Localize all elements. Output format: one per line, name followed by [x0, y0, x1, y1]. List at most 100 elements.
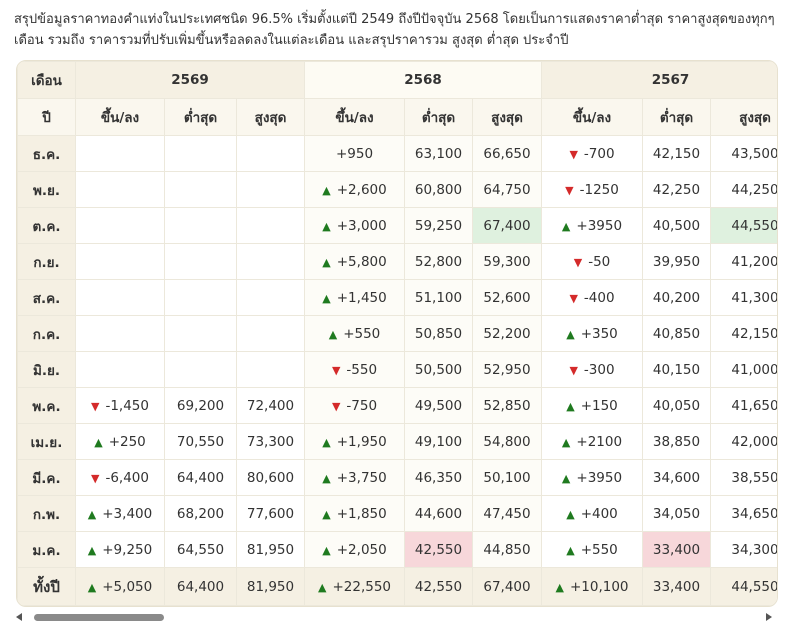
month-label: ส.ค.: [17, 279, 76, 316]
low-price-cell: 59,250: [404, 207, 473, 244]
table-row: มิ.ย. ▼ -550 50,500 52,950 ▼ -300 40,150 41,000: [17, 351, 777, 388]
scroll-right-arrow-icon[interactable]: [766, 613, 772, 621]
low-price-cell: [164, 207, 237, 244]
low-price-cell: 68,200: [164, 495, 237, 532]
change-value: +9,250: [102, 541, 153, 558]
low-price-cell: 52,800: [404, 243, 473, 280]
scroll-left-arrow-icon[interactable]: [16, 613, 22, 621]
change-cell: ▼ -700: [541, 135, 643, 172]
high-price-cell: 73,300: [236, 423, 305, 460]
change-cell: ▼ -550: [304, 351, 405, 388]
low-price-cell: 42,250: [642, 171, 711, 208]
high-price-cell: 52,200: [472, 315, 542, 352]
low-price-cell: 64,400: [164, 459, 237, 496]
change-value: +3,750: [336, 469, 387, 486]
change-cell: ▲ +3,750: [304, 459, 405, 496]
total-high-cell: 67,400: [472, 567, 542, 606]
table-row: เม.ย. ▲ +250 70,550 73,300 ▲ +1,950 49,100 54,80…: [17, 423, 777, 460]
high-price-cell: [236, 171, 305, 208]
high-price-cell: 34,300: [710, 531, 777, 568]
high-price-cell: 42,000: [710, 423, 777, 460]
high-price-cell: 52,950: [472, 351, 542, 388]
triangle-down-icon: ▼: [91, 399, 100, 413]
change-value: -300: [583, 361, 615, 378]
month-label: ม.ค.: [17, 531, 76, 568]
month-label: มี.ค.: [17, 459, 76, 496]
high-price-cell: 64,750: [472, 171, 542, 208]
high-price-cell: 81,950: [236, 531, 305, 568]
low-price-cell: 42,150: [642, 135, 711, 172]
month-label: ก.พ.: [17, 495, 76, 532]
month-column-header: เดือน: [17, 61, 76, 99]
high-price-cell: [236, 351, 305, 388]
low-price-cell: 70,550: [164, 423, 237, 460]
low-price-cell: 63,100: [404, 135, 473, 172]
high-price-cell: 72,400: [236, 387, 305, 424]
change-header-2569: ขึ้น/ลง: [75, 98, 165, 136]
low-price-cell: 40,150: [642, 351, 711, 388]
high-price-cell: 66,650: [472, 135, 542, 172]
change-value: +3950: [576, 469, 623, 486]
triangle-up-icon: ▲: [322, 507, 331, 521]
high-price-cell: 38,550: [710, 459, 777, 496]
low-price-cell: [164, 243, 237, 280]
high-price-cell: 44,850: [472, 531, 542, 568]
change-cell: [75, 243, 165, 280]
low-price-cell: [164, 279, 237, 316]
change-cell: ▼ -1,450: [75, 387, 165, 424]
month-label: พ.ย.: [17, 171, 76, 208]
scrollbar-thumb[interactable]: [34, 614, 164, 621]
table-row: พ.ค. ▼ -1,450 69,200 72,400 ▼ -750 49,500 52,850…: [17, 387, 777, 424]
high-price-cell: [236, 279, 305, 316]
change-value: -1250: [579, 181, 619, 198]
month-label: พ.ค.: [17, 387, 76, 424]
triangle-up-icon: ▲: [561, 435, 571, 449]
month-label: เม.ย.: [17, 423, 76, 460]
horizontal-scrollbar[interactable]: [16, 610, 776, 624]
high-price-cell: 42,150: [710, 315, 777, 352]
change-value: +350: [580, 325, 618, 342]
high-header-2569: สูงสุด: [236, 98, 305, 136]
change-value: -1,450: [105, 397, 149, 414]
total-low-cell: 42,550: [404, 567, 473, 606]
low-price-cell: 40,850: [642, 315, 711, 352]
triangle-up-icon: ▲: [322, 543, 331, 557]
change-cell: ▲ +250: [75, 423, 165, 460]
gold-price-table-container[interactable]: เดือน 2569 2568 2567 ปี ขึ้น/ลง ต่ำสุด สูง…: [16, 60, 778, 607]
gold-price-table: เดือน 2569 2568 2567 ปี ขึ้น/ลง ต่ำสุด สูง…: [17, 61, 777, 606]
table-row: มี.ค. ▼ -6,400 64,400 80,600 ▲ +3,750 46,350 50,…: [17, 459, 777, 496]
high-price-cell: 47,450: [472, 495, 542, 532]
change-cell: ▼ -1250: [541, 171, 643, 208]
triangle-up-icon: ▲: [87, 543, 97, 557]
change-value: -550: [346, 361, 378, 378]
table-row: ก.ค. ▲ +550 50,850 52,200 ▲ +350 40,850 42,150: [17, 315, 777, 352]
triangle-up-icon: ▲: [317, 580, 327, 594]
high-price-cell: 67,400: [472, 207, 542, 244]
low-price-cell: 44,600: [404, 495, 473, 532]
low-price-cell: 39,950: [642, 243, 711, 280]
year-header-2567: 2567: [541, 61, 777, 99]
low-price-cell: 60,800: [404, 171, 473, 208]
triangle-up-icon: ▲: [322, 183, 331, 197]
change-value: -700: [583, 145, 615, 162]
change-value: +1,450: [336, 289, 387, 306]
change-cell: ▲ +9,250: [75, 531, 165, 568]
low-price-cell: 64,550: [164, 531, 237, 568]
triangle-up-icon: ▲: [566, 399, 575, 413]
high-price-cell: 77,600: [236, 495, 305, 532]
change-value: +3950: [576, 217, 623, 234]
change-cell: ▲ +2100: [541, 423, 643, 460]
low-price-cell: 34,050: [642, 495, 711, 532]
high-price-cell: [236, 243, 305, 280]
year-row-header: ปี: [17, 98, 76, 136]
triangle-down-icon: ▼: [569, 291, 578, 305]
high-price-cell: [236, 207, 305, 244]
triangle-down-icon: ▼: [569, 363, 578, 377]
change-cell: ▲ +3950: [541, 459, 643, 496]
change-cell: ▼ -400: [541, 279, 643, 316]
change-value: +150: [580, 397, 618, 414]
high-price-cell: 44,550: [710, 207, 777, 244]
high-price-cell: 41,300: [710, 279, 777, 316]
high-price-cell: [236, 135, 305, 172]
high-price-cell: 80,600: [236, 459, 305, 496]
